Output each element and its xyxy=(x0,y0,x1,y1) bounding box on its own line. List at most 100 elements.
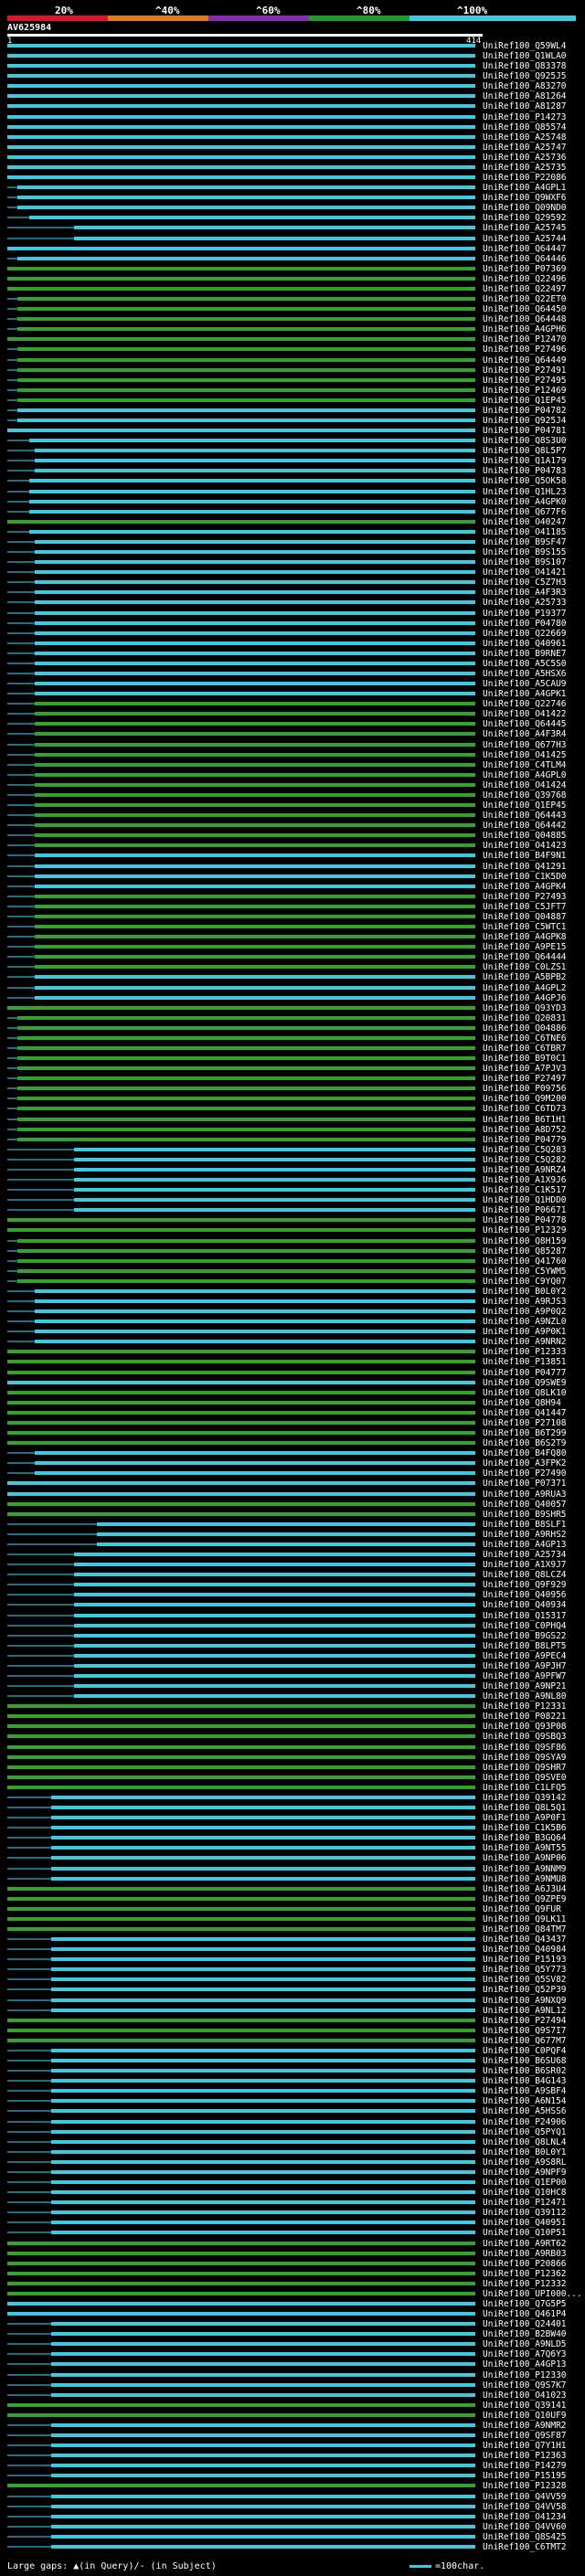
hit-label[interactable]: UniRef100_A9RJS3 xyxy=(483,1297,567,1307)
hit-label[interactable]: UniRef100_Q84TM7 xyxy=(483,1924,567,1935)
hit-label[interactable]: UniRef100_Q39768 xyxy=(483,790,567,800)
hit-label[interactable]: UniRef100_P20866 xyxy=(483,2258,567,2269)
hit-label[interactable]: UniRef100_C9YQ07 xyxy=(483,1276,567,1287)
hit-label[interactable]: UniRef100_A9NT55 xyxy=(483,1843,567,1854)
hit-label[interactable]: UniRef100_Q10HC8 xyxy=(483,2188,567,2199)
hit-label[interactable]: UniRef100_B2BW40 xyxy=(483,2329,567,2340)
hit-label[interactable]: UniRef100_A9S8RL xyxy=(483,2157,567,2168)
hit-label[interactable]: UniRef100_A9NNM9 xyxy=(483,1863,567,1874)
hit-label[interactable]: UniRef100_C5Q282 xyxy=(483,1154,567,1165)
hit-label[interactable]: UniRef100_A9NZL0 xyxy=(483,1317,567,1328)
hit-label[interactable]: UniRef100_P12331 xyxy=(483,1701,567,1712)
hit-label[interactable]: UniRef100_A9PJH7 xyxy=(483,1660,567,1671)
hit-label[interactable]: UniRef100_A9P0K1 xyxy=(483,1327,567,1338)
hit-label[interactable]: UniRef100_Q83378 xyxy=(483,61,567,72)
hit-label[interactable]: UniRef100_Q64449 xyxy=(483,355,567,366)
hit-label[interactable]: UniRef100_Q85287 xyxy=(483,1246,567,1256)
hit-label[interactable]: UniRef100_Q9SHR7 xyxy=(483,1762,567,1773)
hit-label[interactable]: UniRef100_Q22496 xyxy=(483,273,567,284)
hit-label[interactable]: UniRef100_Q64443 xyxy=(483,811,567,822)
hit-label[interactable]: UniRef100_A9RT62 xyxy=(483,2238,567,2249)
hit-label[interactable]: UniRef100_Q9LK11 xyxy=(483,1913,567,1924)
hit-label[interactable]: UniRef100_A83270 xyxy=(483,81,567,92)
hit-label[interactable]: UniRef100_A4GPL2 xyxy=(483,982,567,993)
hit-label[interactable]: UniRef100_A4GP13 xyxy=(483,2359,567,2370)
hit-label[interactable]: UniRef100_P06671 xyxy=(483,1205,567,1216)
hit-label[interactable]: UniRef100_P24906 xyxy=(483,2116,567,2127)
hit-label[interactable]: UniRef100_P27497 xyxy=(483,1074,567,1085)
hit-label[interactable]: UniRef100_Q677F6 xyxy=(483,506,567,517)
hit-label[interactable]: UniRef100_Q9S7K7 xyxy=(483,2380,567,2390)
hit-label[interactable]: UniRef100_Q8S3U0 xyxy=(483,436,567,447)
hit-label[interactable]: UniRef100_Q22497 xyxy=(483,283,567,294)
hit-label[interactable]: UniRef100_Q925J4 xyxy=(483,415,567,426)
hit-label[interactable]: UniRef100_Q22746 xyxy=(483,699,567,710)
hit-label[interactable]: UniRef100_A9NP21 xyxy=(483,1681,567,1692)
hit-label[interactable]: UniRef100_Q5OK58 xyxy=(483,476,567,487)
hit-label[interactable]: UniRef100_O41425 xyxy=(483,749,567,760)
hit-label[interactable]: UniRef100_C6TNE6 xyxy=(483,1033,567,1044)
hit-label[interactable]: UniRef100_P15195 xyxy=(483,2471,567,2482)
hit-label[interactable]: UniRef100_P27108 xyxy=(483,1417,567,1428)
hit-label[interactable]: UniRef100_Q40961 xyxy=(483,638,567,649)
hit-label[interactable]: UniRef100_Q10P51 xyxy=(483,2228,567,2239)
hit-label[interactable]: UniRef100_Q9FUR xyxy=(483,1903,561,1914)
hit-label[interactable]: UniRef100_C0PQF4 xyxy=(483,2045,567,2056)
hit-label[interactable]: UniRef100_Q39112 xyxy=(483,2208,567,2219)
hit-label[interactable]: UniRef100_A9RUA3 xyxy=(483,1489,567,1500)
hit-label[interactable]: UniRef100_Q24401 xyxy=(483,2319,567,2330)
hit-label[interactable]: UniRef100_Q7G5P5 xyxy=(483,2298,567,2309)
hit-label[interactable]: UniRef100_A9PE15 xyxy=(483,942,567,953)
hit-label[interactable]: UniRef100_Q64445 xyxy=(483,719,567,730)
hit-label[interactable]: UniRef100_Q1WLA0 xyxy=(483,51,567,62)
hit-label[interactable]: UniRef100_P12363 xyxy=(483,2451,567,2462)
hit-label[interactable]: UniRef100_UPI000... xyxy=(483,2288,582,2299)
hit-label[interactable]: UniRef100_P27495 xyxy=(483,375,567,386)
hit-label[interactable]: UniRef100_P27491 xyxy=(483,365,567,376)
hit-label[interactable]: UniRef100_Q40951 xyxy=(483,2218,567,2229)
hit-label[interactable]: UniRef100_Q40984 xyxy=(483,1945,567,1956)
hit-label[interactable]: UniRef100_A9P0Q2 xyxy=(483,1307,567,1318)
hit-label[interactable]: UniRef100_A4GPH6 xyxy=(483,324,567,335)
hit-label[interactable]: UniRef100_Q8H159 xyxy=(483,1235,567,1246)
hit-label[interactable]: UniRef100_A5CAU9 xyxy=(483,679,567,690)
hit-label[interactable]: UniRef100_A4F3R4 xyxy=(483,729,567,740)
hit-label[interactable]: UniRef100_B3GQ64 xyxy=(483,1833,567,1844)
hit-label[interactable]: UniRef100_Q1EP00 xyxy=(483,2178,567,2189)
hit-label[interactable]: UniRef100_Q64444 xyxy=(483,952,567,963)
hit-label[interactable]: UniRef100_Q677H3 xyxy=(483,739,567,750)
hit-label[interactable]: UniRef100_A9SBF4 xyxy=(483,2086,567,2097)
hit-label[interactable]: UniRef100_O40247 xyxy=(483,516,567,527)
hit-label[interactable]: UniRef100_Q93YD3 xyxy=(483,1002,567,1013)
hit-label[interactable]: UniRef100_A4GPK8 xyxy=(483,932,567,943)
hit-label[interactable]: UniRef100_B6S2T9 xyxy=(483,1438,567,1449)
hit-label[interactable]: UniRef100_B6SR02 xyxy=(483,2066,567,2077)
hit-label[interactable]: UniRef100_A5C5S0 xyxy=(483,658,567,669)
hit-label[interactable]: UniRef100_A9PFW7 xyxy=(483,1670,567,1681)
hit-label[interactable]: UniRef100_P12332 xyxy=(483,2278,567,2289)
hit-label[interactable]: UniRef100_B6SU68 xyxy=(483,2056,567,2067)
hit-label[interactable]: UniRef100_A25736 xyxy=(483,152,567,163)
hit-label[interactable]: UniRef100_A5HSS6 xyxy=(483,2106,567,2117)
hit-label[interactable]: UniRef100_P04779 xyxy=(483,1134,567,1145)
hit-label[interactable]: UniRef100_A9NMR2 xyxy=(483,2420,567,2431)
hit-label[interactable]: UniRef100_Q5PYQ1 xyxy=(483,2126,567,2137)
hit-label[interactable]: UniRef100_C1K517 xyxy=(483,1185,567,1196)
hit-label[interactable]: UniRef100_A9RB03 xyxy=(483,2248,567,2259)
hit-label[interactable]: UniRef100_Q5SV82 xyxy=(483,1975,567,1986)
hit-label[interactable]: UniRef100_Q1EP45 xyxy=(483,395,567,406)
hit-label[interactable]: UniRef100_B9S155 xyxy=(483,547,567,558)
hit-label[interactable]: UniRef100_B9SF47 xyxy=(483,536,567,547)
hit-label[interactable]: UniRef100_Q9WXF6 xyxy=(483,193,567,204)
hit-label[interactable]: UniRef100_O41424 xyxy=(483,779,567,790)
hit-label[interactable]: UniRef100_P12333 xyxy=(483,1347,567,1358)
hit-label[interactable]: UniRef100_Q04887 xyxy=(483,911,567,922)
hit-label[interactable]: UniRef100_Q04886 xyxy=(483,1023,567,1034)
hit-label[interactable]: UniRef100_A25733 xyxy=(483,598,567,609)
hit-label[interactable]: UniRef100_Q22ET0 xyxy=(483,294,567,305)
hit-label[interactable]: UniRef100_A6J3U4 xyxy=(483,1883,567,1894)
hit-label[interactable]: UniRef100_B9RNE7 xyxy=(483,648,567,659)
hit-label[interactable]: UniRef100_Q40934 xyxy=(483,1600,567,1611)
hit-label[interactable]: UniRef100_A4GPK0 xyxy=(483,496,567,507)
hit-label[interactable]: UniRef100_B4F9N1 xyxy=(483,851,567,862)
